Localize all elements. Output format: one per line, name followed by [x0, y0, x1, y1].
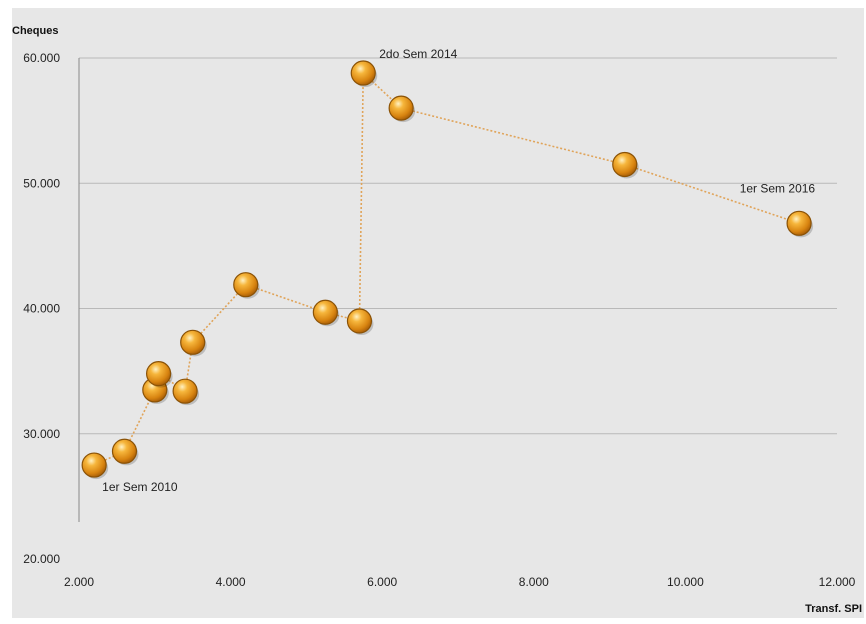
data-point-marker [786, 210, 812, 236]
data-point [172, 378, 200, 406]
gridlines [79, 57, 837, 435]
y-axis-ticks: 20.000 30.000 40.000 50.000 60.000 [23, 51, 60, 566]
data-point [312, 299, 340, 327]
annotation-label: 1er Sem 2010 [102, 480, 178, 494]
x-axis-title: Transf. SPI [805, 603, 862, 615]
data-point-marker [388, 95, 414, 121]
data-point [786, 210, 814, 238]
data-point [350, 60, 378, 88]
data-point-marker [612, 151, 638, 178]
data-point-marker [111, 438, 138, 464]
y-tick-label: 50.000 [23, 176, 60, 190]
plot-background [12, 8, 864, 618]
x-tick-label: 4.000 [216, 575, 246, 589]
y-tick-label: 30.000 [23, 427, 60, 441]
data-points [81, 60, 814, 480]
annotation-label: 1er Sem 2016 [740, 181, 816, 195]
x-tick-label: 10.000 [667, 575, 704, 589]
x-axis-ticks: 2.000 4.000 6.000 8.000 10.000 12.000 [64, 575, 856, 589]
data-point [388, 95, 416, 123]
y-tick-label: 60.000 [23, 51, 60, 65]
y-tick-label: 40.000 [23, 302, 60, 316]
data-point [111, 438, 139, 466]
connector-line [192, 284, 247, 343]
y-axis-title: Cheques [12, 25, 58, 37]
data-point-marker [172, 378, 198, 404]
connector-line [358, 73, 365, 322]
connector-line [624, 163, 800, 225]
data-point-marker [145, 361, 172, 387]
data-point-marker [350, 60, 376, 86]
x-tick-label: 8.000 [519, 575, 549, 589]
data-point [233, 272, 260, 299]
data-point [346, 308, 374, 336]
data-point [612, 151, 639, 179]
data-point-marker [312, 299, 338, 325]
data-point-marker [233, 272, 259, 298]
data-point-marker [81, 452, 107, 478]
x-tick-label: 2.000 [64, 575, 94, 589]
connector-line [400, 107, 625, 166]
x-tick-label: 12.000 [819, 575, 856, 589]
annotation-label: 2do Sem 2014 [379, 47, 457, 61]
data-point [180, 329, 207, 357]
x-tick-label: 6.000 [367, 575, 397, 589]
data-point-marker [180, 329, 206, 355]
data-point [145, 361, 173, 388]
y-tick-label: 20.000 [23, 552, 60, 566]
point-annotations: 1er Sem 2010 2do Sem 2014 1er Sem 2016 [102, 47, 815, 494]
data-point-marker [346, 308, 373, 334]
data-point [81, 452, 109, 480]
